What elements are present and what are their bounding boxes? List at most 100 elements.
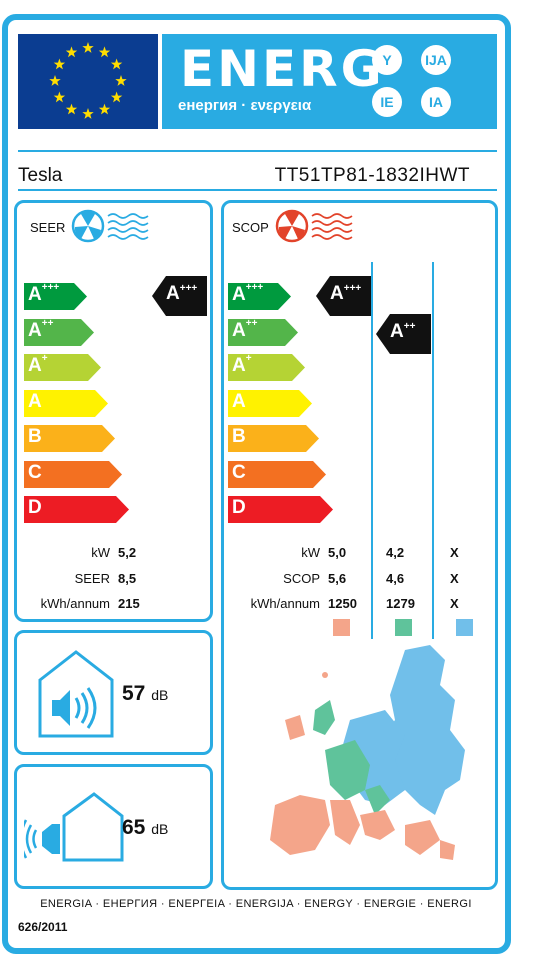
outdoor-noise-number: 65 [122,816,146,839]
seer-kwh-value: 215 [118,596,140,611]
cold-zone-swatch [456,619,473,636]
seer-rating-indicator: A+++ [152,276,207,316]
scop-class-ap: A+ [228,353,306,381]
label-frame [2,14,511,954]
indoor-speaker-icon [38,650,114,738]
scop-class-label: B [232,426,246,447]
scop-scop-label: SCOP [283,571,320,586]
scop-class-label: A+ [232,353,252,376]
seer-class-d: D [24,496,130,523]
seer-kw-label: kW [91,545,110,560]
indoor-noise-number: 57 [122,682,146,705]
indoor-noise-unit: dB [151,687,169,703]
outdoor-noise-unit: dB [151,821,169,837]
eu-star-icon [53,91,66,103]
eu-star-icon [110,91,123,103]
seer-class-label: A+++ [28,282,60,305]
badge-ia: IA [421,87,451,117]
seer-class-b: B [24,425,116,452]
energy-subtitle: енергия · ενεργεια [178,97,312,114]
seer-label: SEER [30,220,66,235]
regulation-number: 626/2011 [18,920,68,934]
badge-ie: IE [372,87,402,117]
scop-class-appp: A+++ [228,282,292,310]
scop-scop-value-2: 4,6 [386,571,405,586]
eu-star-icon [98,46,111,58]
outdoor-speaker-icon [24,792,124,862]
eu-star-icon [110,58,123,70]
divider-bottom [18,189,497,191]
scop-rating-indicator-warm: A++ [376,314,431,354]
scop-rating-indicator-warm-label: A++ [390,321,416,342]
energy-title: ENERG [180,40,385,98]
seer-class-label: B [28,426,42,447]
seer-kwh-label: kWh/annum [40,596,110,611]
seer-seer-label: SEER [74,571,110,586]
europe-climate-map [270,645,465,860]
seer-class-c: C [24,460,123,488]
brand-name: Tesla [18,165,63,186]
seer-class-ap: A+ [24,353,102,381]
seer-class-label: A+ [28,353,48,376]
indoor-noise-value: 57 dB [122,682,168,706]
scop-rating-indicator-average: A+++ [316,276,371,316]
scop-class-label: A [232,390,246,412]
seer-class-label: C [28,461,42,483]
scop-class-d: D [228,496,334,523]
scop-kwh-label: kWh/annum [250,596,320,611]
seer-class-label: D [28,497,42,518]
eu-star-icon [53,58,66,70]
divider-top [18,150,497,152]
scop-scop-value-3: X [450,571,459,586]
scop-panel [221,200,498,890]
scop-class-label: C [232,461,246,483]
scop-kw-label: kW [301,545,320,560]
eu-star-icon [98,103,111,115]
eu-star-icon [82,42,94,53]
eu-star-icon [65,46,78,58]
seer-class-a: A [24,389,109,417]
scop-column-divider-1 [371,262,373,639]
scop-class-c: C [228,460,327,488]
seer-class-appp: A+++ [24,282,88,310]
eu-star-icon [82,108,94,119]
scop-kwh-value-2: 1279 [386,596,415,611]
badge-y: Y [372,45,402,75]
scop-scop-value-1: 5,6 [328,571,347,586]
warm-zone-swatch [333,619,350,636]
average-zone-swatch [395,619,412,636]
scop-kw-value-1: 5,0 [328,545,347,560]
scop-kw-value-3: X [450,545,459,560]
model-number: TT51TP81-1832IHWT [274,165,470,186]
badge-ija: IJA [421,45,451,75]
fan-cooling-icon [71,209,149,243]
seer-class-app: A++ [24,317,95,346]
eu-star-icon [49,75,61,86]
scop-column-divider-2 [432,262,434,639]
scop-kw-value-2: 4,2 [386,545,405,560]
scop-kwh-value-1: 1250 [328,596,357,611]
scop-class-label: A++ [232,317,258,341]
seer-rating-indicator-label: A+++ [166,283,198,304]
seer-class-label: A++ [28,317,54,341]
scop-class-label: A+++ [232,282,264,305]
eu-star-icon [115,75,127,86]
outdoor-noise-value: 65 dB [122,816,168,840]
scop-class-app: A++ [228,317,299,346]
eu-flag [18,34,158,129]
scop-class-b: B [228,425,320,452]
seer-seer-value: 8,5 [118,571,137,586]
energy-header: ENERG енергия · ενεργεια Y IJA IE IA [162,34,497,129]
seer-panel [14,200,213,622]
scop-class-label: D [232,497,246,518]
footer-languages: ENERGIA · ЕНЕРГИЯ · ΕΝΕΡΓΕΙΑ · ENERGIJA … [40,898,472,910]
scop-class-a: A [228,389,313,417]
outdoor-noise-panel [14,764,213,889]
seer-class-label: A [28,390,42,412]
eu-star-icon [65,103,78,115]
indoor-noise-panel [14,630,213,755]
seer-kw-value: 5,2 [118,545,137,560]
scop-rating-indicator-average-label: A+++ [330,283,362,304]
eu-stars-icon [49,42,127,119]
fan-heating-icon [275,209,353,243]
